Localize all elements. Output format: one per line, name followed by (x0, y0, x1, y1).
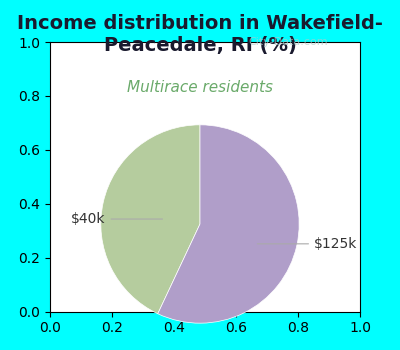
Text: Income distribution in Wakefield-
Peacedale, RI (%): Income distribution in Wakefield- Peaced… (17, 14, 383, 55)
Wedge shape (101, 125, 200, 314)
Text: $40k: $40k (71, 212, 162, 226)
Text: City-Data.com: City-Data.com (248, 37, 328, 47)
Wedge shape (158, 125, 299, 323)
Text: Multirace residents: Multirace residents (127, 80, 273, 96)
Text: $125k: $125k (257, 237, 358, 251)
